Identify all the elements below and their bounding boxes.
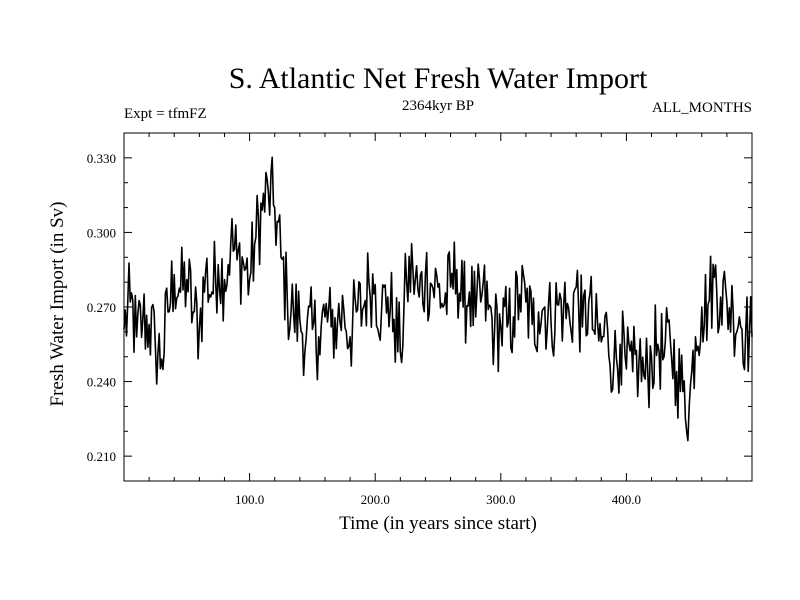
x-tick-label: 100.0 (235, 492, 264, 507)
y-tick-label: 0.210 (87, 449, 116, 464)
series-line (123, 156, 753, 442)
y-tick-label: 0.240 (87, 375, 116, 390)
plot-frame (123, 132, 753, 482)
y-tick-label: 0.270 (87, 300, 116, 315)
plot-area: 100.0 200.0 300.0 400.0 0.210 0.240 0.270 0.300… (87, 132, 753, 507)
x-tick-label: 300.0 (486, 492, 515, 507)
x-tick-label: 400.0 (612, 492, 641, 507)
experiment-label: Expt = tfmFZ (124, 106, 207, 122)
x-tick-label: 200.0 (361, 492, 390, 507)
y-tick-label: 0.300 (87, 225, 116, 240)
y-axis-label: Fresh Water Import (in Sv) (47, 202, 68, 407)
y-tick-label: 0.330 (87, 151, 116, 166)
chart-title: S. Atlantic Net Fresh Water Import (229, 62, 648, 95)
months-label: ALL_MONTHS (652, 100, 752, 116)
period-label: 2364kyr BP (402, 98, 474, 114)
x-axis-label: Time (in years since start) (339, 513, 537, 534)
